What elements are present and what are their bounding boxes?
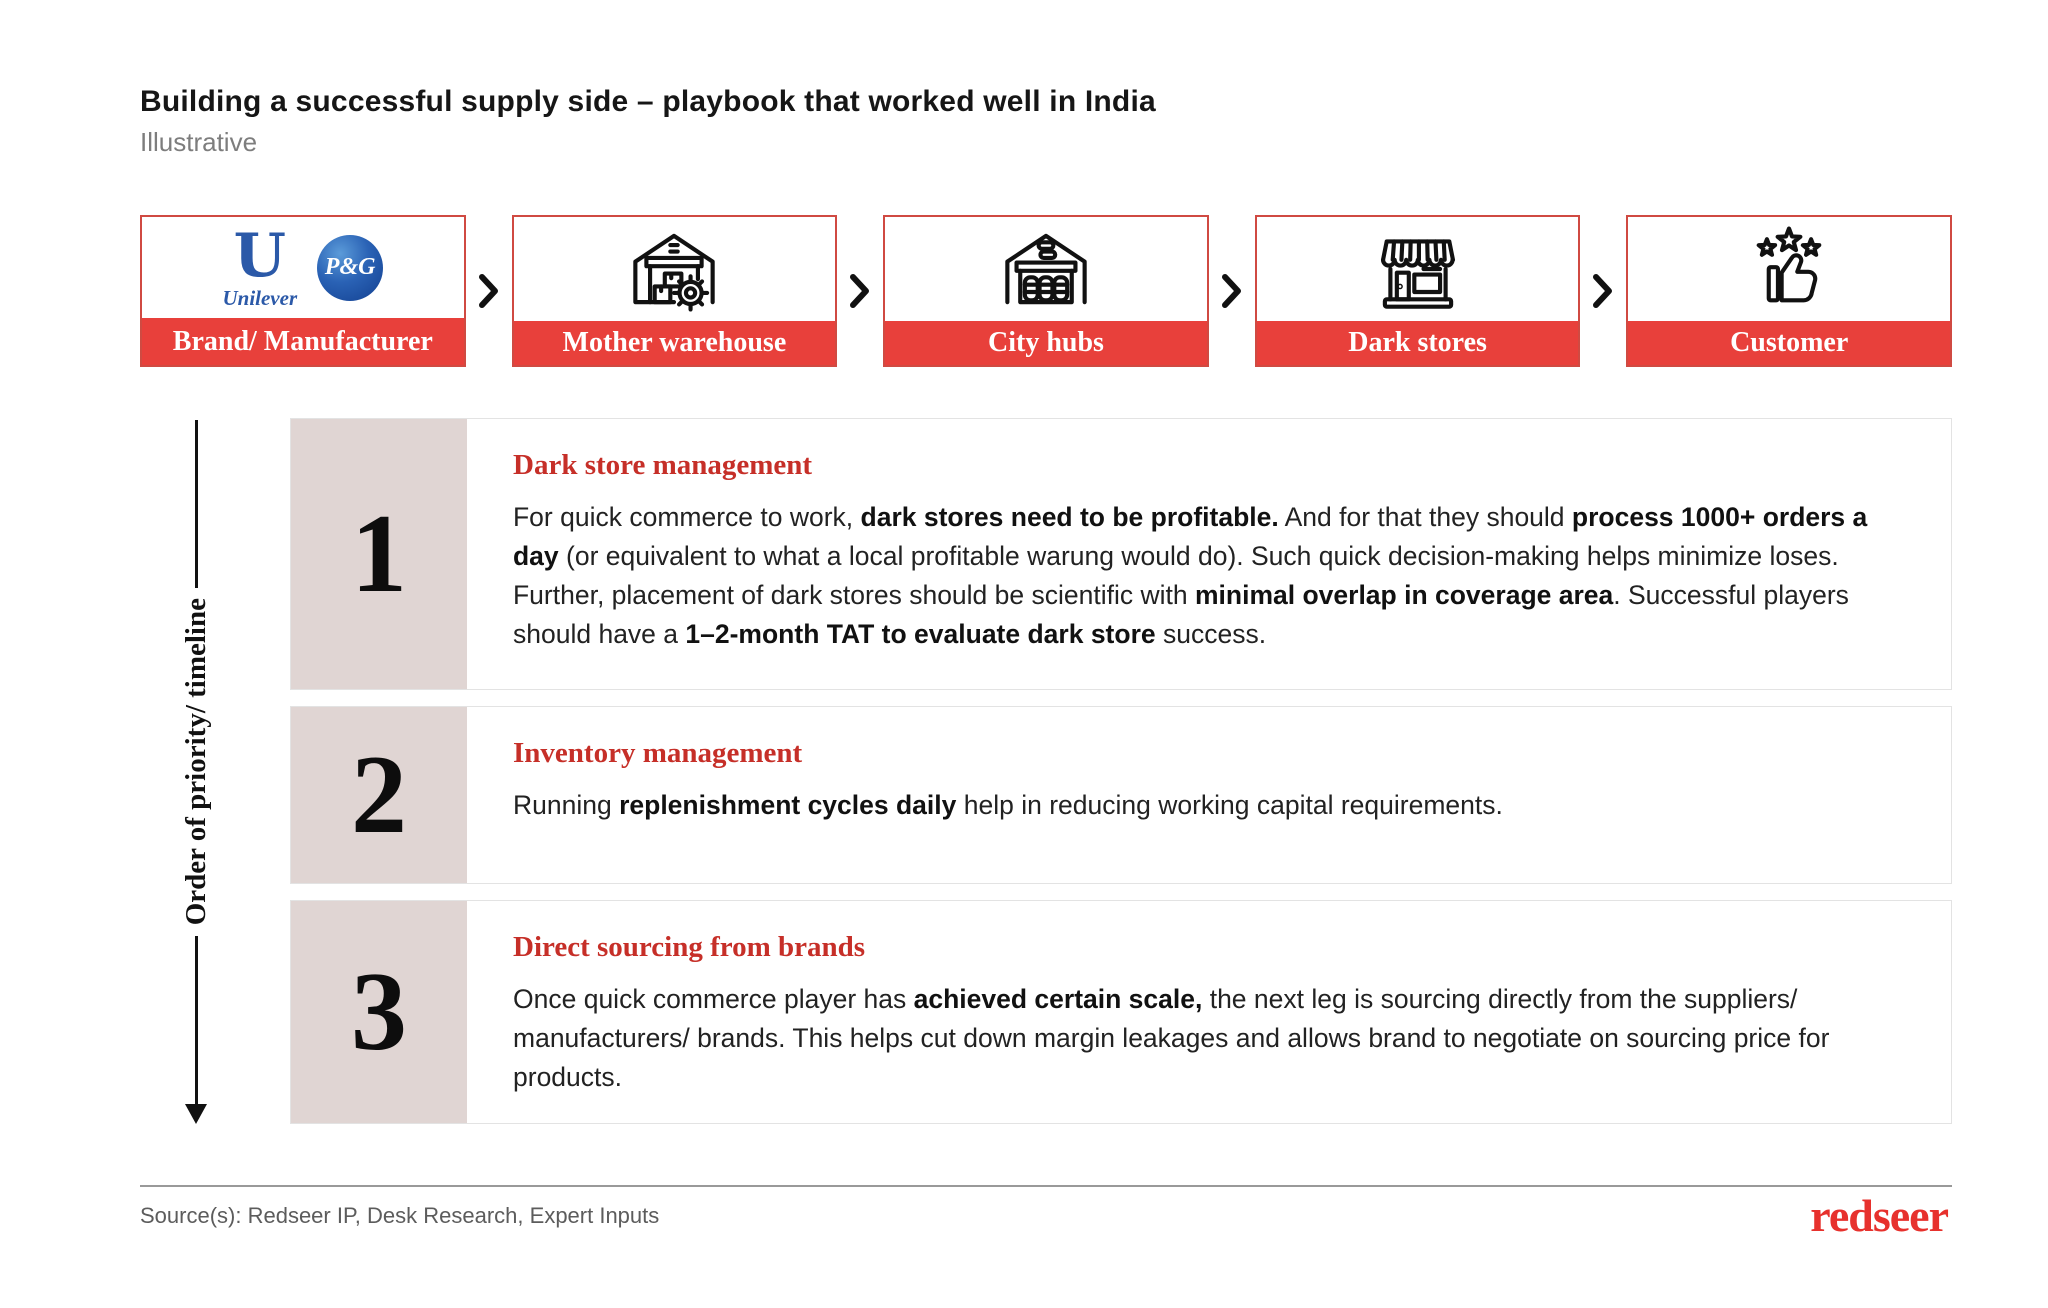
stage-dark-stores: Dark stores bbox=[1254, 215, 1581, 367]
stage-label: Brand/ Manufacturer bbox=[142, 318, 464, 365]
flow-arrow-icon bbox=[837, 215, 883, 367]
section-dark-store-management: 1 Dark store management For quick commer… bbox=[290, 418, 1952, 690]
arrow-down-icon bbox=[185, 1103, 207, 1124]
section-heading: Direct sourcing from brands bbox=[513, 931, 866, 963]
page-subtitle: Illustrative bbox=[140, 127, 258, 157]
redseer-logo: redseer bbox=[1810, 1190, 1949, 1241]
thumbs-up-stars-icon bbox=[1628, 217, 1950, 321]
flow-arrow-icon bbox=[466, 215, 512, 367]
pg-logo: P&G bbox=[317, 234, 384, 301]
stage-label: Mother warehouse bbox=[513, 321, 836, 365]
brand-logos: U Unilever P&G bbox=[142, 217, 464, 318]
flow-arrow-icon bbox=[1209, 215, 1255, 367]
warehouse-gear-icon bbox=[514, 217, 836, 321]
priority-sections: Order of priority/ timeline 1 Dark store… bbox=[140, 418, 1952, 1124]
axis-label: Order of priority/ timeline bbox=[179, 598, 212, 926]
stage-city-hubs: City hubs bbox=[883, 215, 1209, 367]
section-number: 1 bbox=[351, 492, 407, 616]
warehouse-barrels-icon bbox=[885, 217, 1207, 321]
unilever-logo: U Unilever bbox=[222, 221, 298, 310]
source-note: Source(s): Redseer IP, Desk Research, Ex… bbox=[140, 1203, 660, 1228]
section-body: Running replenishment cycles daily help … bbox=[513, 790, 1503, 820]
header: Building a successful supply side – play… bbox=[140, 85, 1156, 158]
flow-arrow-icon bbox=[1580, 215, 1626, 367]
stage-label: Dark stores bbox=[1256, 321, 1579, 365]
section-number-block: 2 bbox=[291, 707, 467, 883]
section-inventory-management: 2 Inventory management Running replenish… bbox=[290, 706, 1952, 884]
section-direct-sourcing: 3 Direct sourcing from brands Once quick… bbox=[290, 900, 1952, 1124]
section-body: For quick commerce to work, dark stores … bbox=[513, 502, 1868, 649]
section-body: Once quick commerce player has achieved … bbox=[513, 984, 1830, 1092]
page-title: Building a successful supply side – play… bbox=[140, 85, 1156, 118]
section-heading: Dark store management bbox=[513, 449, 813, 481]
stage-customer: Customer bbox=[1626, 215, 1952, 367]
stage-label: Customer bbox=[1628, 321, 1950, 365]
section-number: 3 bbox=[351, 949, 407, 1074]
axis-line-bottom bbox=[194, 935, 198, 1104]
supply-chain-flow: U Unilever P&G Brand/ Manufacturer bbox=[140, 215, 1952, 367]
footer-divider bbox=[140, 1185, 1952, 1187]
stage-mother-warehouse: Mother warehouse bbox=[511, 215, 838, 367]
axis-line-top bbox=[194, 420, 198, 589]
storefront-icon bbox=[1257, 217, 1579, 321]
section-number: 2 bbox=[351, 733, 407, 857]
section-heading: Inventory management bbox=[513, 737, 803, 769]
stage-brand-manufacturer: U Unilever P&G Brand/ Manufacturer bbox=[140, 215, 466, 367]
stage-label: City hubs bbox=[885, 321, 1207, 365]
priority-timeline-axis: Order of priority/ timeline bbox=[140, 418, 252, 1124]
section-number-block: 3 bbox=[291, 901, 467, 1123]
section-number-block: 1 bbox=[291, 419, 467, 689]
